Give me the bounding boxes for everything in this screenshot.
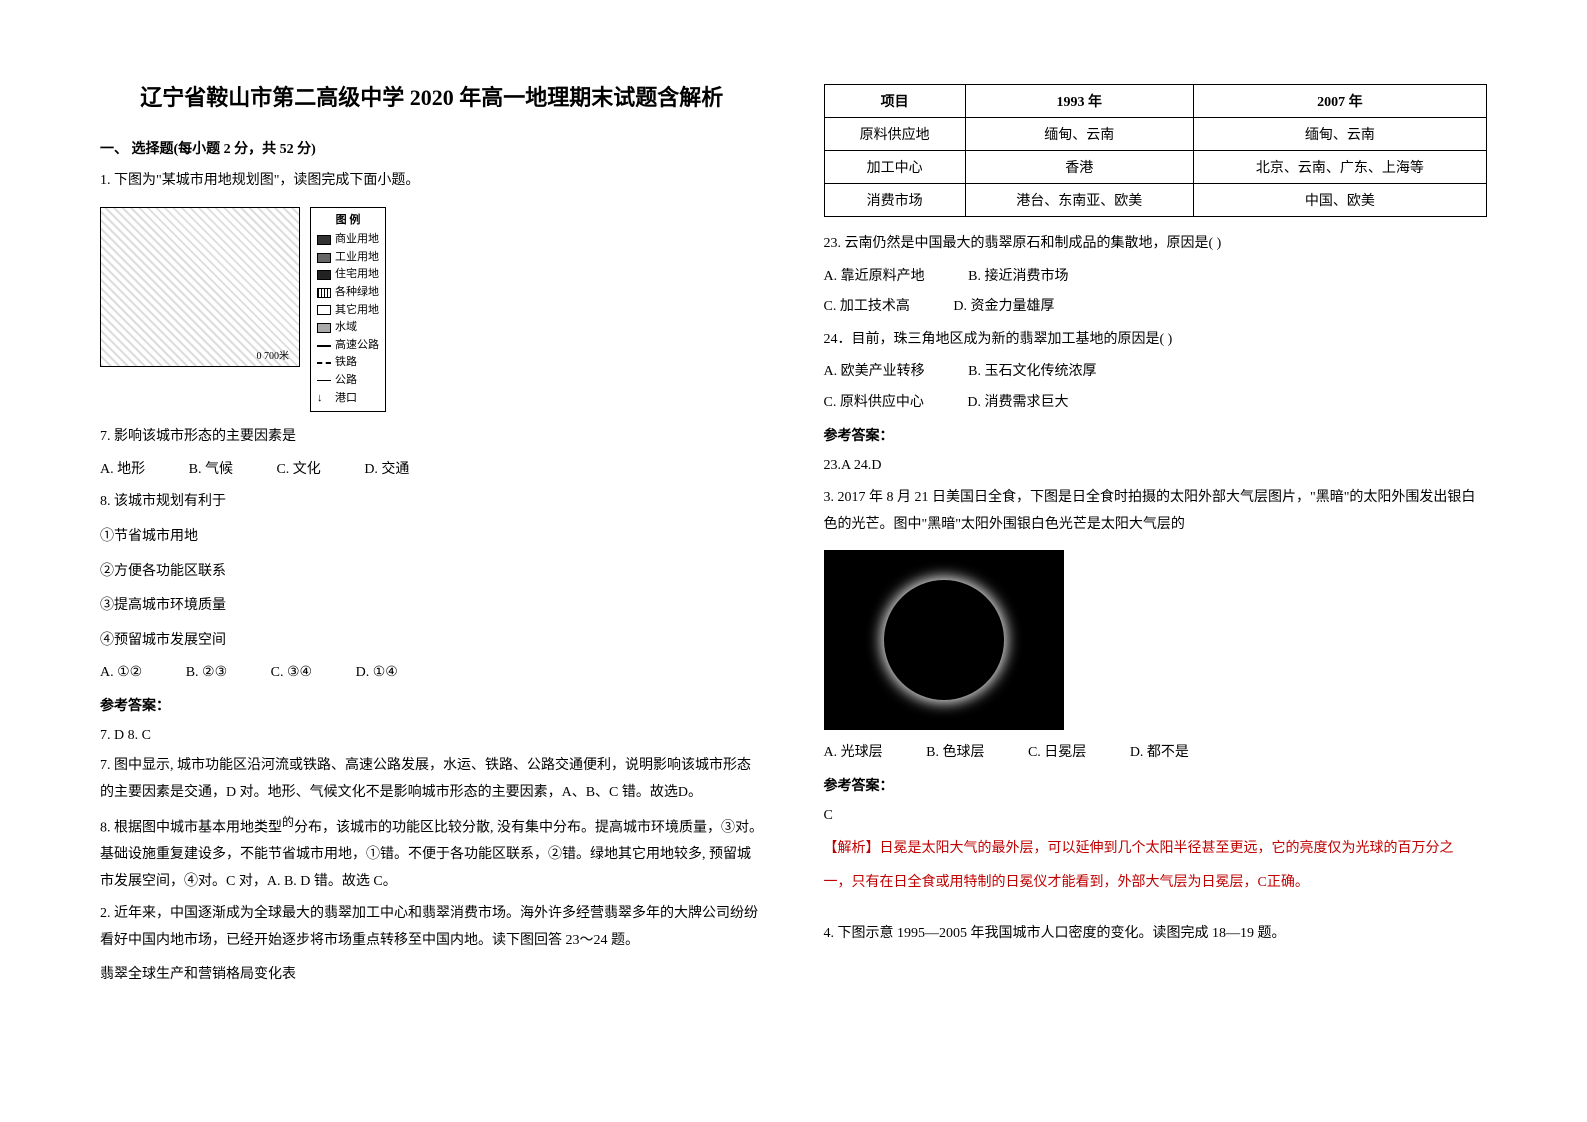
q2-table-title: 翡翠全球生产和营销格局变化表	[100, 962, 764, 989]
q1-exp8: 8. 根据图中城市基本用地类型的分布，该城市的功能区比较分散, 没有集中分布。提…	[100, 811, 764, 895]
table-cell: 缅甸、云南	[965, 118, 1193, 151]
q23-opts-row1: A. 靠近原料产地 B. 接近消费市场	[824, 264, 1488, 291]
legend-title: 图 例	[317, 212, 379, 230]
section-heading: 一、 选择题(每小题 2 分，共 52 分)	[100, 138, 764, 158]
q1-legend-box: 0 700米 图 例 商业用地 工业用地 住宅用地 各种绿地 其它用地 水域 高…	[100, 207, 764, 413]
answer-label: 参考答案：	[100, 695, 764, 715]
q1-opts8: A. ①② B. ②③ C. ③④ D. ①④	[100, 660, 764, 687]
q24-opts-row2: C. 原料供应中心 D. 消费需求巨大	[824, 390, 1488, 417]
option: B. 接近消费市场	[968, 264, 1068, 291]
option: D. 交通	[364, 457, 409, 484]
map-scale: 0 700米	[257, 347, 294, 362]
q1-sub8: 8. 该城市规划有利于	[100, 489, 764, 516]
table-header: 1993 年	[965, 85, 1193, 118]
option: C. 加工技术高	[824, 294, 910, 321]
q1-stem: 1. 下图为"某城市用地规划图"，读图完成下面小题。	[100, 168, 764, 195]
option: D. 资金力量雄厚	[953, 294, 1054, 321]
option: A. 光球层	[824, 740, 883, 767]
q3-opts: A. 光球层 B. 色球层 C. 日冕层 D. 都不是	[824, 740, 1488, 767]
q24-stem: 24．目前，珠三角地区成为新的翡翠加工基地的原因是( )	[824, 327, 1488, 354]
map-legend: 图 例 商业用地 工业用地 住宅用地 各种绿地 其它用地 水域 高速公路 铁路 …	[310, 207, 386, 413]
option: D. 都不是	[1130, 740, 1189, 767]
option: A. 欧美产业转移	[824, 359, 925, 386]
legend-item: 其它用地	[317, 302, 379, 320]
option: C. 日冕层	[1028, 740, 1086, 767]
table-cell: 消费市场	[824, 184, 965, 217]
map-placeholder: 0 700米	[100, 207, 300, 367]
q2-answer: 23.A 24.D	[824, 453, 1488, 480]
option: A. 靠近原料产地	[824, 264, 925, 291]
legend-item: 住宅用地	[317, 266, 379, 284]
left-column: 辽宁省鞍山市第二高级中学 2020 年高一地理期末试题含解析 一、 选择题(每小…	[100, 80, 764, 1042]
table-header: 2007 年	[1193, 85, 1486, 118]
circ-item: ④预留城市发展空间	[100, 628, 764, 655]
table-cell: 加工中心	[824, 151, 965, 184]
answer-label: 参考答案：	[824, 425, 1488, 445]
circ-item: ②方便各功能区联系	[100, 559, 764, 586]
table-cell: 北京、云南、广东、上海等	[1193, 151, 1486, 184]
circ-item: ①节省城市用地	[100, 524, 764, 551]
option: C. 原料供应中心	[824, 390, 924, 417]
answer-label: 参考答案：	[824, 775, 1488, 795]
q1-opts7: A. 地形 B. 气候 C. 文化 D. 交通	[100, 457, 764, 484]
q1-exp7: 7. 图中显示, 城市功能区沿河流或铁路、高速公路发展，水运、铁路、公路交通便利…	[100, 753, 764, 806]
option: B. 色球层	[926, 740, 984, 767]
table-cell: 港台、东南亚、欧美	[965, 184, 1193, 217]
q3-answer: C	[824, 803, 1488, 830]
table-cell: 香港	[965, 151, 1193, 184]
table-row: 原料供应地 缅甸、云南 缅甸、云南	[824, 118, 1487, 151]
q24-opts-row1: A. 欧美产业转移 B. 玉石文化传统浓厚	[824, 359, 1488, 386]
legend-item: ↓港口	[317, 390, 379, 408]
circ-item: ③提高城市环境质量	[100, 593, 764, 620]
option: C. 文化	[276, 457, 320, 484]
table-cell: 原料供应地	[824, 118, 965, 151]
document-title: 辽宁省鞍山市第二高级中学 2020 年高一地理期末试题含解析	[100, 80, 764, 112]
q1-figure: 0 700米 图 例 商业用地 工业用地 住宅用地 各种绿地 其它用地 水域 高…	[100, 207, 764, 413]
legend-item: 高速公路	[317, 337, 379, 355]
jade-table: 项目 1993 年 2007 年 原料供应地 缅甸、云南 缅甸、云南 加工中心 …	[824, 84, 1488, 217]
table-cell: 中国、欧美	[1193, 184, 1486, 217]
table-header-row: 项目 1993 年 2007 年	[824, 85, 1487, 118]
legend-item: 各种绿地	[317, 284, 379, 302]
legend-item: 工业用地	[317, 249, 379, 267]
legend-item: 铁路	[317, 354, 379, 372]
q3-analysis-line2: 一，只有在日全食或用特制的日冕仪才能看到，外部大气层为日冕层，C正确。	[824, 870, 1488, 897]
option: B. 玉石文化传统浓厚	[968, 359, 1096, 386]
right-column: 项目 1993 年 2007 年 原料供应地 缅甸、云南 缅甸、云南 加工中心 …	[824, 80, 1488, 1042]
table-row: 加工中心 香港 北京、云南、广东、上海等	[824, 151, 1487, 184]
q23-stem: 23. 云南仍然是中国最大的翡翠原石和制成品的集散地，原因是( )	[824, 231, 1488, 258]
table-cell: 缅甸、云南	[1193, 118, 1486, 151]
legend-item: 公路	[317, 372, 379, 390]
table-row: 消费市场 港台、东南亚、欧美 中国、欧美	[824, 184, 1487, 217]
q2-stem: 2. 近年来，中国逐渐成为全球最大的翡翠加工中心和翡翠消费市场。海外许多经营翡翠…	[100, 901, 764, 954]
spacer	[824, 901, 1488, 917]
q1-answer: 7. D 8. C	[100, 723, 764, 750]
q3-stem: 3. 2017 年 8 月 21 日美国日全食，下图是日全食时拍摄的太阳外部大气…	[824, 485, 1488, 538]
q3-analysis-line1: 【解析】日冕是太阳大气的最外层，可以延伸到几个太阳半径甚至更远，它的亮度仅为光球…	[824, 836, 1488, 863]
option: A. ①②	[100, 660, 142, 687]
option: B. 气候	[189, 457, 233, 484]
table-header: 项目	[824, 85, 965, 118]
option: B. ②③	[186, 660, 227, 687]
legend-item: 水域	[317, 319, 379, 337]
eclipse-figure	[824, 550, 1064, 730]
q1-sub7: 7. 影响该城市形态的主要因素是	[100, 424, 764, 451]
option: D. ①④	[356, 660, 398, 687]
legend-item: 商业用地	[317, 231, 379, 249]
eclipse-circle	[884, 580, 1004, 700]
q23-opts-row2: C. 加工技术高 D. 资金力量雄厚	[824, 294, 1488, 321]
q4-stem: 4. 下图示意 1995—2005 年我国城市人口密度的变化。读图完成 18—1…	[824, 921, 1488, 948]
option: D. 消费需求巨大	[967, 390, 1068, 417]
option: C. ③④	[271, 660, 312, 687]
option: A. 地形	[100, 457, 145, 484]
